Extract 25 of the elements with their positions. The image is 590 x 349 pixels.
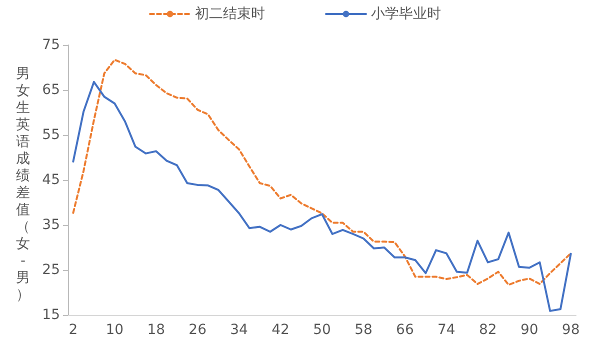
x-tick-label: 34	[230, 322, 248, 338]
x-tick-label: 58	[354, 322, 372, 338]
x-tick-label: 10	[106, 322, 124, 338]
x-tick-label: 82	[478, 322, 497, 338]
y-tick-label: 15	[42, 307, 60, 323]
y-tick-label: 65	[42, 82, 60, 98]
y-tick-label: 55	[42, 127, 60, 143]
x-tick-label: 66	[396, 322, 414, 338]
y-tick-label: 25	[42, 262, 60, 278]
x-tick-label: 2	[68, 322, 78, 338]
x-tick-label: 42	[272, 322, 290, 338]
x-tick-label: 90	[520, 322, 538, 338]
legend-label: 小学毕业时	[371, 6, 441, 22]
y-tick-label: 35	[42, 217, 60, 233]
line-series	[72, 80, 572, 312]
x-tick-label: 50	[313, 322, 331, 338]
x-tick-label: 98	[562, 322, 580, 338]
legend-label: 初二结束时	[195, 6, 265, 22]
text: 男女生英语成绩差值（女-男）	[16, 66, 30, 303]
y-tick-label: 45	[42, 172, 60, 188]
x-tick-label: 74	[437, 322, 456, 338]
x-tick-label: 18	[147, 322, 166, 338]
y-tick-label: 75	[42, 37, 60, 53]
line-series	[72, 58, 572, 286]
x-tick-label: 26	[188, 322, 207, 338]
